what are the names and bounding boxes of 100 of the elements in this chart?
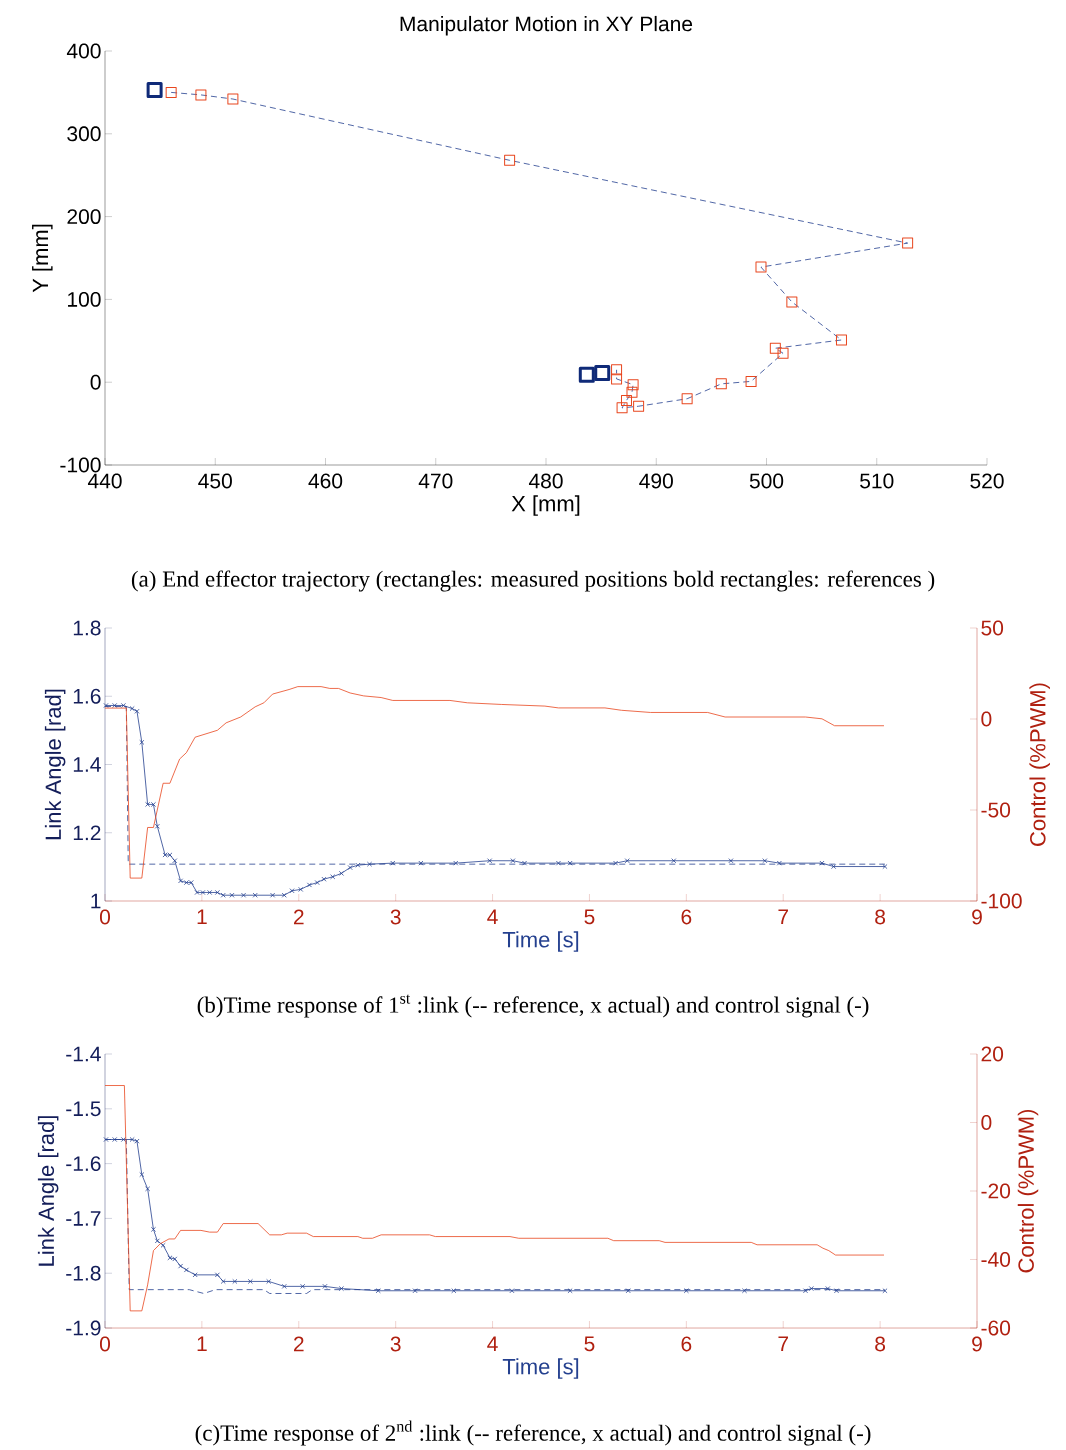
point (777, 347, 789, 359)
y2-tick-label: -100 (981, 893, 1022, 909)
y2-axis-title: Control (%PWM) (1029, 683, 1050, 846)
y-tick-label: 1.8 (73, 620, 101, 636)
point (627, 379, 639, 391)
point (160, 1242, 166, 1248)
point (192, 1272, 198, 1278)
point (220, 892, 226, 898)
point (578, 366, 595, 383)
y2-tick-label: -50 (981, 802, 1011, 818)
point (755, 261, 767, 273)
point (671, 858, 677, 864)
x-tick-label: 5 (584, 909, 595, 925)
point (298, 886, 304, 892)
x-tick-label: 2 (293, 909, 304, 925)
y2-tick-label: -40 (981, 1252, 1011, 1267)
x-axis-title: Time [s] (502, 931, 579, 952)
x-tick-label: 500 (749, 473, 784, 489)
point (103, 1136, 109, 1143)
y2-tick-label: 0 (981, 1115, 992, 1130)
point (504, 154, 516, 166)
x-axis-title: X [mm] (511, 495, 580, 516)
x-tick-label: 470 (418, 473, 453, 489)
point (624, 858, 630, 864)
point (129, 706, 135, 712)
point (154, 1238, 160, 1244)
y-tick-label: 400 (66, 43, 101, 59)
text: (a) End effector trajectory (rectangles: measured positions bold rectangles: references ) (131, 570, 935, 592)
point (330, 874, 336, 880)
point (626, 386, 638, 398)
point (487, 858, 493, 864)
x-tick-label: 8 (875, 1336, 886, 1352)
point (902, 237, 914, 249)
x-tick-label: 490 (639, 473, 673, 489)
point (229, 892, 235, 898)
point (314, 880, 320, 886)
x-tick-label: 520 (970, 473, 1004, 489)
y-axis-title: Link Angle [rad] (44, 689, 66, 840)
point (611, 373, 623, 385)
y-tick-label: 200 (67, 209, 101, 225)
x-tick-label: 460 (308, 473, 343, 489)
y2-tick-label: 0 (981, 711, 992, 727)
line-series (104, 1085, 885, 1312)
point (306, 882, 312, 888)
point (510, 858, 516, 864)
x-tick-label: 3 (390, 1336, 401, 1352)
point (762, 858, 768, 864)
x-tick-label: 6 (681, 1336, 692, 1352)
point (681, 393, 693, 405)
y-tick-label: -100 (60, 457, 101, 473)
point (172, 858, 178, 864)
point (322, 1283, 328, 1289)
point (786, 296, 798, 308)
point (134, 708, 140, 714)
x-tick-label: 9 (972, 909, 982, 925)
y-tick-label: 1.6 (73, 688, 101, 704)
point (165, 86, 177, 98)
point (139, 1172, 145, 1178)
point (611, 364, 623, 376)
x-tick-label: 440 (87, 473, 122, 489)
x-tick-label: 6 (681, 909, 692, 925)
x-tick-label: 1 (197, 1336, 207, 1351)
x-axis-title: Time [s] (502, 1358, 579, 1379)
point (338, 870, 344, 876)
point (289, 888, 295, 894)
y-tick-label: -1.8 (66, 1265, 101, 1281)
y-tick-label: 1.4 (73, 757, 101, 772)
x-tick-label: 1 (197, 909, 207, 924)
point (247, 1278, 253, 1284)
x-tick-label: 510 (860, 473, 894, 489)
y2-axis-title: Control (%PWM) (1017, 1109, 1039, 1273)
y-tick-label: 100 (68, 291, 101, 307)
point (616, 402, 628, 414)
text: (b)Time response of 1$^{st}$ :link (-- reference, x actual) and control signal (-) (197, 994, 869, 1018)
point (241, 892, 247, 898)
point (831, 864, 837, 870)
x-tick-label: 4 (487, 909, 498, 924)
point (715, 378, 727, 390)
point (214, 1272, 220, 1278)
x-tick-label: 7 (778, 1336, 789, 1351)
line-series (170, 92, 909, 409)
y-tick-label: 300 (67, 126, 101, 142)
text: (c)Time response of 2$^{nd}$ :link (-- reference, x actual) and control signal (-) (195, 1420, 871, 1446)
point (728, 858, 734, 864)
point (103, 702, 109, 708)
point (195, 89, 207, 101)
point (769, 342, 781, 354)
point (745, 375, 757, 387)
y-tick-label: -1.4 (66, 1046, 101, 1062)
y-tick-label: -1.9 (66, 1320, 101, 1336)
x-tick-label: 450 (198, 473, 232, 489)
y-tick-label: -1.7 (66, 1211, 101, 1226)
y-tick-label: 1 (91, 893, 101, 909)
x-tick-label: 7 (778, 909, 789, 924)
point (227, 93, 239, 105)
point (146, 81, 163, 98)
point (633, 400, 645, 412)
y-tick-label: 0 (90, 374, 101, 390)
point (178, 1263, 184, 1269)
y2-tick-label: -60 (981, 1320, 1011, 1336)
